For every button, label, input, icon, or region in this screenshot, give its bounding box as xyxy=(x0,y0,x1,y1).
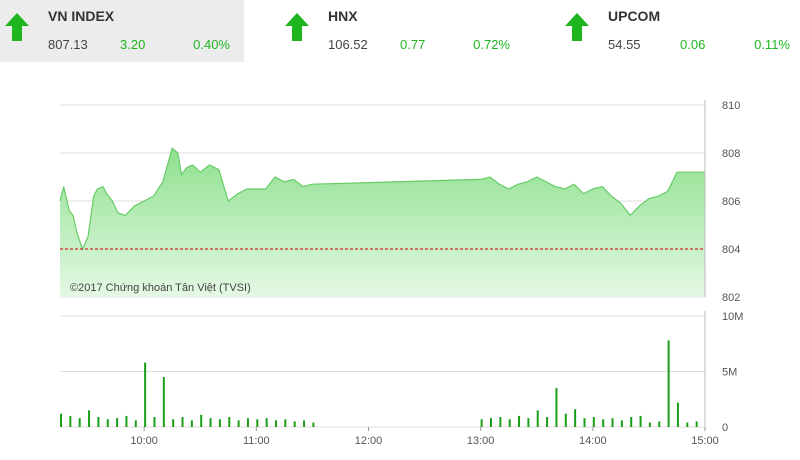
volume-bar xyxy=(97,417,100,427)
volume-bar xyxy=(153,417,156,427)
index-percent: 0.72% xyxy=(473,37,510,52)
up-arrow-icon xyxy=(565,13,589,41)
x-tick-label: 14:00 xyxy=(579,435,607,447)
volume-bar xyxy=(564,413,567,427)
x-tick-label: 13:00 xyxy=(467,435,495,447)
volume-bar xyxy=(237,420,240,427)
volume-bar xyxy=(60,413,62,427)
volume-bar xyxy=(284,419,287,427)
volume-bar xyxy=(256,419,259,427)
y-tick-label: 802 xyxy=(722,292,740,304)
volume-bar xyxy=(583,418,586,427)
price-panel: 810 808 806 804 802 ©2017 Chứng khoán Tân Việ… xyxy=(59,100,740,304)
volume-bar xyxy=(106,419,109,427)
volume-bar xyxy=(218,419,221,427)
price-line xyxy=(59,147,705,251)
volume-bar xyxy=(639,415,642,427)
volume-bar xyxy=(228,417,231,427)
volume-bar xyxy=(490,418,492,427)
volume-bar xyxy=(172,419,175,427)
volume-bar xyxy=(686,422,689,427)
index-percent: 0.40% xyxy=(193,37,230,52)
x-tick-label: 10:00 xyxy=(130,435,158,447)
index-name: UPCOM xyxy=(608,8,661,24)
volume-bar xyxy=(190,420,193,427)
volume-bar xyxy=(611,418,614,427)
volume-bar xyxy=(134,420,137,427)
volume-panel: 10M 5M 0 10:00 11:00 12:00 13:00 14:00 15:00 xyxy=(60,311,743,447)
volume-bar xyxy=(312,422,315,427)
volume-bar xyxy=(69,415,72,427)
y-tick-label: 806 xyxy=(722,196,740,208)
volume-bar xyxy=(667,340,670,427)
volume-bar xyxy=(527,418,530,427)
index-value: 54.55 xyxy=(608,37,641,52)
index-change: 0.77 xyxy=(400,37,426,52)
volume-bar xyxy=(275,420,277,427)
y-tick-label: 10M xyxy=(722,311,743,323)
volume-bar xyxy=(88,410,91,427)
volume-bar xyxy=(303,420,306,427)
index-tab-hnx[interactable]: HNX 106.52 0.77 0.72% xyxy=(280,0,524,62)
x-tick-label: 15:00 xyxy=(691,435,719,447)
volume-bar xyxy=(293,421,296,427)
y-tick-label: 808 xyxy=(722,148,740,160)
volume-bar xyxy=(144,362,147,427)
price-area xyxy=(60,148,705,297)
index-percent: 0.11% xyxy=(754,37,790,52)
up-arrow-icon xyxy=(285,13,309,41)
volume-bar xyxy=(116,418,119,427)
index-value: 106.52 xyxy=(328,37,368,52)
volume-bar xyxy=(676,402,679,427)
index-change: 3.20 xyxy=(120,37,146,52)
index-tab-vnindex[interactable]: VN INDEX 807.13 3.20 0.40% xyxy=(0,0,244,62)
volume-bar xyxy=(630,417,633,427)
x-tick-label: 12:00 xyxy=(355,435,383,447)
x-tick-label: 11:00 xyxy=(243,435,270,447)
volume-bar xyxy=(162,377,165,427)
volume-bar xyxy=(125,415,128,427)
volume-bar xyxy=(602,419,605,427)
y-tick-label: 0 xyxy=(722,422,728,434)
volume-bar xyxy=(592,417,595,427)
volume-bar xyxy=(518,415,521,427)
volume-bar xyxy=(695,421,698,427)
y-tick-label: 804 xyxy=(722,244,740,256)
y-tick-label: 5M xyxy=(722,367,737,379)
index-name: HNX xyxy=(328,8,358,24)
volume-bar xyxy=(181,417,184,427)
copyright-text: ©2017 Chứng khoán Tân Việt (TVSI) xyxy=(70,282,251,294)
volume-bar xyxy=(499,417,502,427)
volume-bar xyxy=(246,418,249,427)
volume-bar xyxy=(546,417,549,427)
volume-bar xyxy=(200,414,203,427)
volume-bar xyxy=(265,418,268,427)
volume-bar xyxy=(648,422,651,427)
volume-bar xyxy=(508,419,511,427)
volume-bar xyxy=(658,421,661,427)
volume-bar xyxy=(555,388,558,427)
volume-bar xyxy=(209,418,212,427)
up-arrow-icon xyxy=(5,13,29,41)
volume-bar xyxy=(620,420,623,427)
volume-bar xyxy=(480,419,483,427)
volume-bar xyxy=(574,409,577,427)
index-change: 0.06 xyxy=(680,37,706,52)
index-header: VN INDEX 807.13 3.20 0.40% HNX 106.52 0.… xyxy=(0,0,800,62)
volume-bar xyxy=(78,418,81,427)
volume-bar xyxy=(536,410,539,427)
y-tick-label: 810 xyxy=(722,100,740,112)
index-tab-upcom[interactable]: UPCOM 54.55 0.06 0.11% xyxy=(560,0,800,62)
index-name: VN INDEX xyxy=(48,8,115,24)
index-value: 807.13 xyxy=(48,37,88,52)
